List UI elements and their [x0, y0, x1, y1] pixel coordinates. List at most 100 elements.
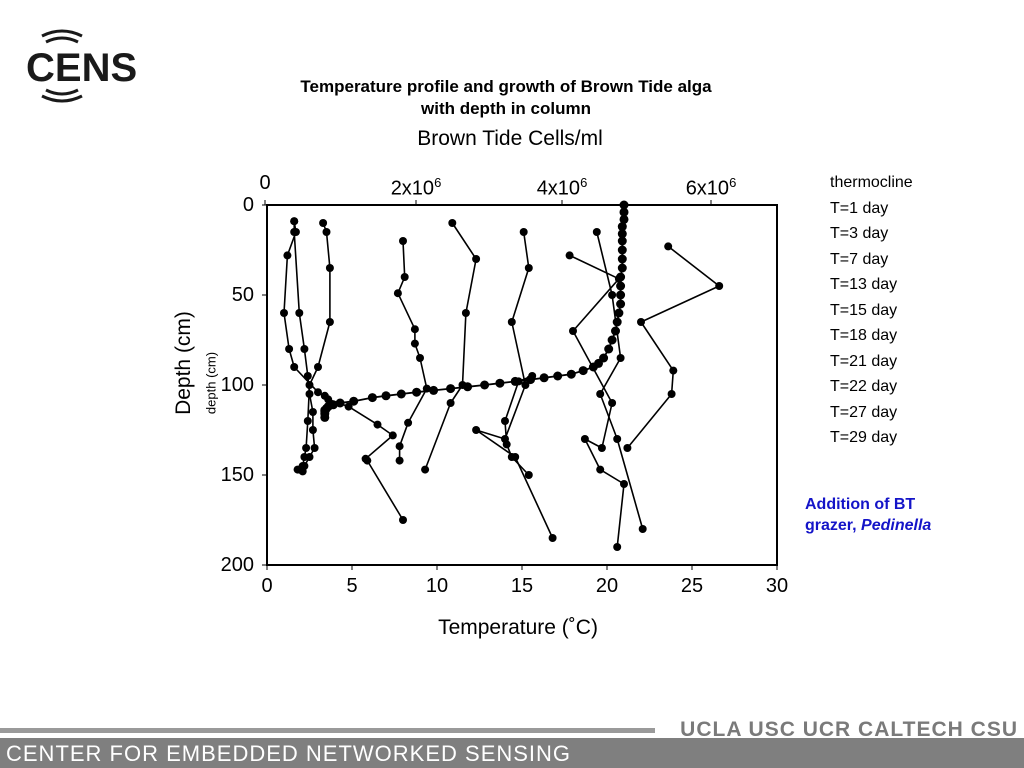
- legend-item: T=3 day: [830, 225, 889, 242]
- data-point-t-1-day: [283, 251, 292, 260]
- data-point-t-15-day: [448, 219, 457, 227]
- top-tick-base: 4x10: [536, 177, 581, 200]
- top-tick-exponent: 6: [580, 175, 588, 190]
- data-point-t-22-day: [596, 390, 605, 398]
- data-point-t-3-day: [310, 444, 319, 452]
- data-point-t-1-day: [373, 420, 382, 429]
- data-point-t-7-day: [319, 219, 328, 227]
- y-tick-label: 200: [220, 554, 254, 576]
- data-point-t-29-day: [502, 440, 511, 449]
- series-line-t-13-day: [397, 240, 428, 461]
- top-tick-exponent: 6: [434, 175, 442, 190]
- data-point-t-3-day: [303, 372, 312, 380]
- series-line-t-29-day: [504, 375, 533, 476]
- data-point-t-21-day: [614, 274, 623, 283]
- data-point-t-15-day: [446, 399, 455, 407]
- annotation-line1: Addition of BT: [805, 496, 916, 513]
- data-point-t-1-day: [290, 363, 299, 371]
- legend: thermocline T=1 day T=3 day T=7 day T=13 day…: [830, 170, 913, 451]
- annotation-line2: grazer, Pedinella: [805, 515, 931, 536]
- data-point-thermocline: [367, 393, 377, 403]
- data-point-thermocline: [480, 380, 490, 390]
- annotation-species: Pedinella: [861, 517, 932, 534]
- data-point-t-27-day: [664, 242, 673, 251]
- data-point-t-27-day: [669, 366, 678, 375]
- series-line-t-18-day: [475, 231, 554, 539]
- data-point-thermocline: [617, 245, 627, 255]
- data-point-thermocline: [611, 326, 620, 336]
- data-point-thermocline: [619, 207, 629, 217]
- data-point-t-22-day: [638, 525, 647, 533]
- series-line-t-21-day: [569, 254, 625, 548]
- data-point-t-27-day: [667, 390, 676, 398]
- data-point-t-21-day: [620, 480, 628, 488]
- data-point-thermocline: [617, 263, 627, 273]
- x-tick-label: 25: [680, 575, 704, 597]
- data-point-t-3-day: [290, 217, 299, 226]
- data-point-t-7-day: [305, 381, 314, 389]
- cens-logo: CENS: [26, 29, 137, 103]
- data-point-thermocline: [612, 317, 622, 327]
- x-tick-label: 10: [425, 575, 449, 597]
- data-point-thermocline: [429, 385, 439, 395]
- legend-item: T=13 day: [830, 276, 898, 293]
- data-point-t-18-day: [519, 228, 528, 236]
- legend-item: T=15 day: [830, 301, 898, 319]
- data-point-t-29-day: [524, 471, 533, 479]
- legend-item: T=18 day: [830, 327, 898, 344]
- data-point-t-18-day: [521, 381, 530, 389]
- data-point-t-13-day: [399, 237, 407, 245]
- data-point-t-22-day: [592, 228, 601, 236]
- series-line-t-15-day: [424, 222, 477, 470]
- data-point-t-3-day: [300, 345, 309, 353]
- data-point-t-1-day: [324, 395, 333, 404]
- data-point-thermocline: [412, 387, 422, 397]
- data-point-t-15-day: [461, 309, 470, 317]
- top-tick-base: 2x10: [390, 177, 435, 200]
- top-tick-label: 6x106: [671, 172, 751, 200]
- data-point-t-15-day: [458, 381, 467, 389]
- data-point-t-7-day: [325, 318, 334, 326]
- data-point-t-27-day: [715, 282, 724, 290]
- data-point-t-1-day: [344, 402, 353, 411]
- data-point-t-1-day: [363, 456, 372, 465]
- grazer-annotation: Addition of BT grazer, Pedinella: [805, 494, 931, 536]
- data-point-t-7-day: [298, 467, 307, 476]
- data-point-thermocline: [320, 412, 330, 422]
- data-point-t-1-day: [388, 431, 397, 440]
- data-point-t-27-day: [623, 444, 632, 452]
- data-point-t-29-day: [501, 417, 509, 425]
- legend-item: T=7 day: [830, 250, 889, 268]
- y-tick-label: 0: [242, 194, 254, 216]
- data-point-thermocline: [578, 366, 588, 376]
- data-point-t-21-day: [613, 543, 622, 551]
- top-tick-base: 0: [259, 172, 271, 194]
- data-point-thermocline: [349, 396, 359, 406]
- chart-title: Temperature profile and growth of Brown …: [300, 77, 712, 96]
- data-point-t-18-day: [472, 426, 481, 434]
- data-point-t-22-day: [608, 291, 617, 299]
- annotation-prefix: grazer,: [805, 517, 862, 534]
- partner-institutions: UCLA USC UCR CALTECH CSU: [680, 718, 1018, 741]
- x-tick-label: 20: [595, 575, 619, 597]
- data-point-t-18-day: [524, 264, 533, 272]
- data-point-t-13-day: [410, 325, 419, 334]
- data-point-t-15-day: [421, 465, 430, 474]
- data-point-t-13-day: [400, 273, 409, 281]
- top-tick-label: 0: [225, 172, 305, 194]
- top-axis-label: Brown Tide Cells/ml: [417, 127, 603, 150]
- legend-item: T=22 day: [830, 378, 898, 395]
- data-point-t-13-day: [393, 289, 402, 298]
- data-point-thermocline: [616, 290, 626, 300]
- data-point-thermocline: [607, 335, 617, 345]
- data-point-t-7-day: [303, 417, 312, 425]
- data-point-t-7-day: [325, 264, 334, 272]
- x-tick-label: 5: [346, 575, 358, 597]
- y-tick-label: 150: [220, 464, 254, 486]
- data-point-t-21-day: [608, 399, 617, 407]
- y-tick-label: 50: [231, 284, 254, 306]
- data-point-t-7-day: [300, 453, 309, 461]
- data-point-t-29-day: [528, 372, 537, 380]
- data-point-t-21-day: [596, 465, 605, 474]
